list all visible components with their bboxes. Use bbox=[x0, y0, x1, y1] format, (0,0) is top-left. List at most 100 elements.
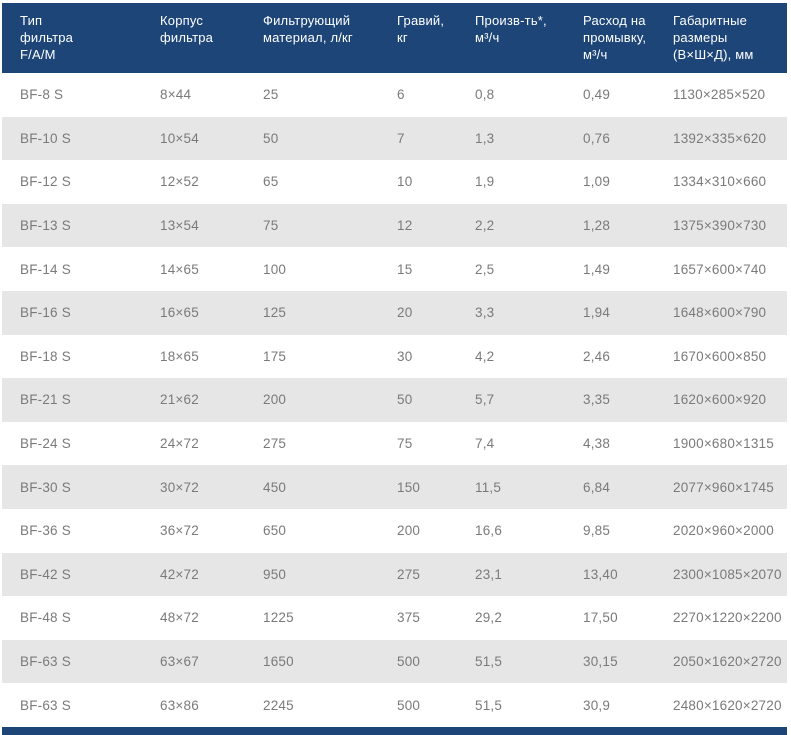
cell-filter-type: BF-16 S bbox=[20, 305, 71, 321]
cell-filter-material: 175 bbox=[263, 348, 287, 364]
cell-dimensions: 2270×1220×2200 bbox=[673, 610, 782, 626]
cell-capacity: 1,9 bbox=[475, 174, 495, 190]
cell-dimensions: 1648×600×790 bbox=[673, 305, 767, 321]
cell-filter-type: BF-10 S bbox=[20, 130, 71, 146]
cell-filter-body: 63×67 bbox=[160, 654, 199, 670]
cell-filter-type: BF-14 S bbox=[20, 261, 71, 277]
cell-gravel: 275 bbox=[397, 566, 421, 582]
cell-gravel: 200 bbox=[397, 523, 421, 539]
cell-filter-body: 36×72 bbox=[160, 523, 199, 539]
cell-dimensions: 1334×310×660 bbox=[673, 174, 767, 190]
table-row: BF-42 S 42×72 950 275 23,1 13,40 2300×10… bbox=[2, 552, 787, 597]
column-header-filter-type: Тип фильтра F/A/M bbox=[20, 13, 74, 62]
table-row: BF-18 S 18×65 175 30 4,2 2,46 1670×600×8… bbox=[2, 334, 787, 379]
cell-backwash-flow: 30,9 bbox=[583, 697, 611, 713]
cell-backwash-flow: 30,15 bbox=[583, 654, 618, 670]
table-row: BF-21 S 21×62 200 50 5,7 3,35 1620×600×9… bbox=[2, 378, 787, 422]
cell-backwash-flow: 0,49 bbox=[583, 87, 611, 103]
table-body: BF-8 S 8×44 25 6 0,8 0,49 1130×285×520 B… bbox=[2, 73, 787, 727]
cell-backwash-flow: 1,94 bbox=[583, 305, 611, 321]
cell-backwash-flow: 1,49 bbox=[583, 261, 611, 277]
table-row: BF-14 S 14×65 100 15 2,5 1,49 1657×600×7… bbox=[2, 247, 787, 291]
cell-backwash-flow: 2,46 bbox=[583, 348, 611, 364]
cell-capacity: 3,3 bbox=[475, 305, 495, 321]
cell-filter-body: 21×62 bbox=[160, 392, 199, 408]
cell-filter-material: 75 bbox=[263, 218, 279, 234]
cell-filter-type: BF-8 S bbox=[20, 87, 64, 103]
table-row: BF-10 S 10×54 50 7 1,3 0,76 1392×335×620 bbox=[2, 116, 787, 161]
cell-filter-material: 2245 bbox=[263, 697, 294, 713]
cell-gravel: 50 bbox=[397, 392, 413, 408]
cell-capacity: 0,8 bbox=[475, 87, 495, 103]
cell-gravel: 15 bbox=[397, 261, 413, 277]
cell-filter-material: 275 bbox=[263, 436, 287, 452]
cell-filter-material: 650 bbox=[263, 523, 287, 539]
cell-filter-material: 950 bbox=[263, 566, 287, 582]
cell-filter-type: BF-63 S bbox=[20, 697, 71, 713]
cell-capacity: 16,6 bbox=[475, 523, 503, 539]
cell-capacity: 1,3 bbox=[475, 130, 495, 146]
column-header-gravel: Гравий, кг bbox=[397, 13, 445, 45]
cell-filter-type: BF-30 S bbox=[20, 479, 71, 495]
cell-backwash-flow: 1,28 bbox=[583, 218, 611, 234]
cell-filter-body: 48×72 bbox=[160, 610, 199, 626]
cell-capacity: 51,5 bbox=[475, 697, 503, 713]
cell-backwash-flow: 17,50 bbox=[583, 610, 618, 626]
cell-capacity: 11,5 bbox=[475, 479, 502, 495]
cell-backwash-flow: 6,84 bbox=[583, 479, 611, 495]
cell-filter-body: 8×44 bbox=[160, 87, 192, 103]
table-row: BF-16 S 16×65 125 20 3,3 1,94 1648×600×7… bbox=[2, 290, 787, 335]
cell-filter-material: 125 bbox=[263, 305, 287, 321]
cell-filter-type: BF-21 S bbox=[20, 392, 71, 408]
table-row: BF-30 S 30×72 450 150 11,5 6,84 2077×960… bbox=[2, 465, 787, 509]
footer-bar bbox=[2, 726, 787, 735]
table-row: BF-24 S 24×72 275 75 7,4 4,38 1900×680×1… bbox=[2, 421, 787, 466]
cell-dimensions: 1130×285×520 bbox=[673, 87, 766, 103]
cell-filter-type: BF-24 S bbox=[20, 436, 71, 452]
cell-filter-type: BF-42 S bbox=[20, 566, 71, 582]
cell-filter-type: BF-12 S bbox=[20, 174, 71, 190]
cell-dimensions: 1392×335×620 bbox=[673, 130, 767, 146]
cell-filter-type: BF-63 S bbox=[20, 654, 71, 670]
table-row: BF-36 S 36×72 650 200 16,6 9,85 2020×960… bbox=[2, 508, 787, 553]
cell-capacity: 2,2 bbox=[475, 218, 495, 234]
cell-filter-body: 16×65 bbox=[160, 305, 199, 321]
cell-gravel: 150 bbox=[397, 479, 421, 495]
cell-gravel: 30 bbox=[397, 348, 413, 364]
cell-gravel: 375 bbox=[397, 610, 421, 626]
cell-backwash-flow: 9,85 bbox=[583, 523, 611, 539]
cell-dimensions: 1657×600×740 bbox=[673, 261, 767, 277]
table-row: BF-8 S 8×44 25 6 0,8 0,49 1130×285×520 bbox=[2, 73, 787, 117]
cell-gravel: 10 bbox=[397, 174, 413, 190]
cell-backwash-flow: 13,40 bbox=[583, 566, 618, 582]
cell-gravel: 12 bbox=[397, 218, 413, 234]
cell-dimensions: 2300×1085×2070 bbox=[673, 566, 782, 582]
cell-capacity: 23,1 bbox=[475, 566, 503, 582]
cell-gravel: 6 bbox=[397, 87, 405, 103]
cell-capacity: 51,5 bbox=[475, 654, 503, 670]
table-row: BF-63 S 63×86 2245 500 51,5 30,9 2480×16… bbox=[2, 683, 787, 727]
cell-backwash-flow: 4,38 bbox=[583, 436, 611, 452]
column-header-filter-body: Корпус фильтра bbox=[160, 13, 214, 45]
cell-dimensions: 1670×600×850 bbox=[673, 348, 767, 364]
table-row: BF-63 S 63×67 1650 500 51,5 30,15 2050×1… bbox=[2, 639, 787, 684]
table-row: BF-12 S 12×52 65 10 1,9 1,09 1334×310×66… bbox=[2, 160, 787, 204]
cell-filter-body: 18×65 bbox=[160, 348, 199, 364]
cell-dimensions: 2480×1620×2720 bbox=[673, 697, 782, 713]
cell-dimensions: 1900×680×1315 bbox=[673, 436, 774, 452]
cell-capacity: 7,4 bbox=[475, 436, 495, 452]
cell-dimensions: 2020×960×2000 bbox=[673, 523, 774, 539]
cell-filter-type: BF-48 S bbox=[20, 610, 71, 626]
cell-backwash-flow: 0,76 bbox=[583, 130, 611, 146]
table-row: BF-13 S 13×54 75 12 2,2 1,28 1375×390×73… bbox=[2, 203, 787, 248]
cell-dimensions: 1620×600×920 bbox=[673, 392, 767, 408]
cell-filter-type: BF-13 S bbox=[20, 218, 71, 234]
cell-capacity: 5,7 bbox=[475, 392, 495, 408]
cell-dimensions: 2050×1620×2720 bbox=[673, 654, 782, 670]
cell-gravel: 20 bbox=[397, 305, 413, 321]
cell-filter-material: 25 bbox=[263, 87, 279, 103]
cell-filter-body: 42×72 bbox=[160, 566, 199, 582]
cell-filter-material: 50 bbox=[263, 130, 279, 146]
cell-dimensions: 2077×960×1745 bbox=[673, 479, 774, 495]
cell-filter-body: 24×72 bbox=[160, 436, 199, 452]
